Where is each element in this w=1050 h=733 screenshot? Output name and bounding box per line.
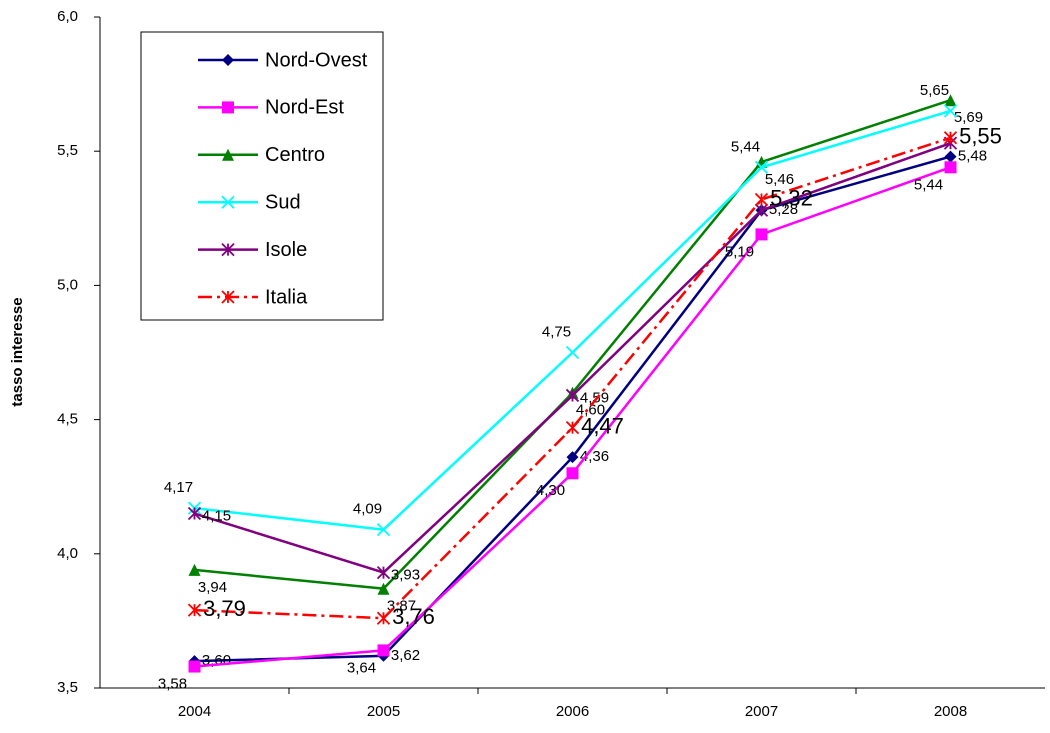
legend: Nord-Ovest Nord-Est Centro Sud Isole Italia (140, 31, 384, 321)
series-line (194, 136, 951, 620)
y-tick-label: 6,0 (57, 8, 78, 25)
data-label: 3,58 (158, 675, 187, 692)
data-label: 4,17 (164, 479, 193, 496)
data-label: 5,69 (954, 109, 983, 126)
marker (566, 467, 579, 480)
marker (754, 160, 769, 174)
legend-box (140, 31, 384, 321)
marker (944, 161, 957, 174)
data-label: 4,75 (542, 323, 571, 340)
legend-marker (222, 148, 234, 161)
data-label: 4,30 (536, 482, 565, 499)
marker (943, 131, 958, 145)
marker (188, 660, 201, 673)
legend-label: Centro (265, 144, 325, 166)
data-label: 3,64 (347, 659, 376, 676)
legend-marker (221, 242, 235, 257)
y-tick-label: 3,5 (57, 679, 78, 696)
y-tick-label: 5,0 (57, 276, 78, 293)
data-label: 4,15 (202, 508, 231, 525)
data-label: 5,44 (731, 138, 760, 155)
x-tick-label: 2004 (178, 703, 211, 720)
data-label: 5,19 (725, 243, 754, 260)
marker (377, 644, 390, 657)
x-tick-label: 2006 (556, 703, 589, 720)
data-label: 5,55 (959, 124, 1002, 149)
marker (565, 421, 580, 435)
x-tick-label: 2008 (934, 703, 967, 720)
marker (754, 203, 769, 217)
marker (755, 228, 768, 241)
marker (943, 104, 958, 118)
marker (377, 582, 390, 595)
legend-marker (221, 195, 235, 209)
data-label: 5,32 (770, 185, 813, 210)
data-label: 3,76 (392, 604, 435, 629)
x-tick-label: 2005 (367, 703, 400, 720)
data-label: 3,62 (391, 647, 420, 664)
data-label: 4,59 (580, 389, 609, 406)
legend-marker (221, 290, 235, 304)
data-label: 4,36 (580, 448, 609, 465)
data-label: 3,93 (391, 567, 420, 584)
y-tick-label: 4,5 (57, 411, 78, 428)
marker (754, 192, 769, 207)
marker (376, 565, 391, 580)
marker (565, 388, 580, 403)
marker (376, 523, 391, 537)
data-label: 5,44 (914, 176, 943, 193)
data-label: 4,47 (581, 413, 624, 438)
data-label: 5,46 (765, 171, 794, 188)
legend-label: Isole (265, 239, 307, 261)
marker (376, 611, 391, 625)
y-tick-label: 5,5 (57, 142, 78, 159)
x-tick-label: 2007 (745, 703, 778, 720)
y-axis-label: tasso interesse (9, 297, 26, 406)
marker (188, 563, 201, 576)
marker (187, 506, 202, 521)
data-label: 3,87 (387, 598, 416, 615)
legend-marker (222, 54, 234, 66)
legend-label: Italia (265, 286, 308, 308)
legend-marker (222, 101, 234, 114)
data-label: 5,65 (920, 82, 949, 99)
marker (566, 451, 579, 464)
data-label: 3,94 (198, 579, 227, 596)
data-label: 5,48 (958, 148, 987, 165)
marker (944, 94, 957, 107)
legend-label: Sud (265, 191, 301, 213)
y-tick-label: 4,0 (57, 545, 78, 562)
data-label: 4,09 (353, 501, 382, 518)
data-label: 4,60 (576, 402, 605, 419)
legend-label: Nord-Ovest (265, 49, 368, 71)
legend-label: Nord-Est (265, 97, 344, 119)
data-label: 3,79 (203, 596, 246, 621)
marker (565, 345, 580, 360)
marker (187, 603, 202, 617)
marker (944, 150, 957, 163)
